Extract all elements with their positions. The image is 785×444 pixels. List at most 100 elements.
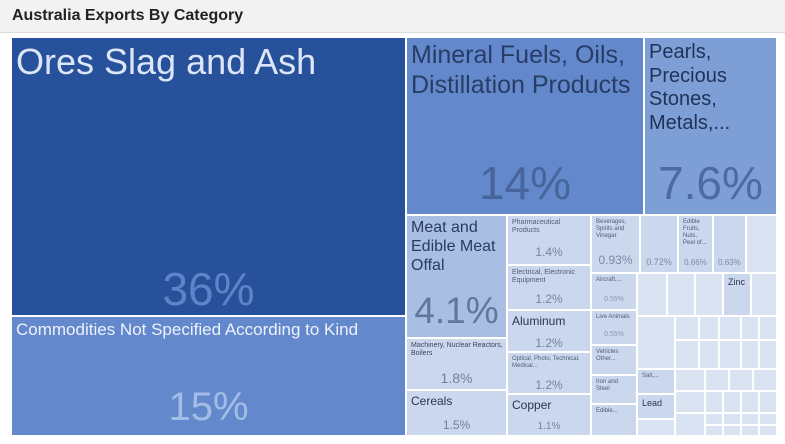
cell-label: Aluminum: [512, 314, 566, 328]
treemap-cell-vehicles-other[interactable]: Vehicles Other...: [591, 345, 637, 375]
treemap-cell-small-31[interactable]: [705, 425, 723, 436]
cell-label: Live Animals: [596, 314, 630, 320]
treemap-cell-small-3[interactable]: [695, 273, 723, 316]
treemap-cell-electrical-electronic-equipment[interactable]: Electrical, Electronic Equipment 1.2%: [507, 265, 591, 310]
treemap-cell-item-15[interactable]: 0.63%: [713, 215, 746, 273]
cell-percent: 0.66%: [684, 258, 707, 267]
cell-label: Cereals: [411, 394, 453, 408]
cell-label: Aircraft,...: [596, 277, 622, 283]
cell-label: Electrical, Electronic Equipment: [512, 269, 576, 285]
treemap-cell-small-13[interactable]: [719, 340, 741, 369]
treemap-cell-edible[interactable]: Edible...: [591, 404, 637, 436]
treemap-cell-small-23[interactable]: [741, 391, 759, 413]
treemap-cell-live-animals[interactable]: Live Animals 0.55%: [591, 310, 637, 345]
treemap-cell-small-11[interactable]: [675, 340, 699, 369]
treemap-cell-small-14[interactable]: [741, 340, 759, 369]
cell-label: Edible Fruits, Nuts, Peel of...: [683, 219, 707, 247]
treemap-cell-edible-fruits-nuts-peel-of[interactable]: Edible Fruits, Nuts, Peel of... 0.66%: [678, 215, 713, 273]
treemap-cell-small-27[interactable]: [705, 413, 723, 425]
treemap-cell-small-34[interactable]: [759, 425, 777, 436]
cell-label: Copper: [512, 398, 552, 412]
treemap-cell-small-33[interactable]: [741, 425, 759, 436]
treemap-cell-small-28[interactable]: [723, 413, 741, 425]
cell-label: Salt,...: [642, 373, 660, 379]
chart-title: Australia Exports By Category: [12, 7, 244, 24]
treemap-cell-small-1[interactable]: [637, 273, 667, 316]
treemap-cell-small-4[interactable]: [751, 273, 777, 316]
treemap-cell-small-21[interactable]: [705, 391, 723, 413]
treemap-cell-lead[interactable]: Lead: [637, 394, 675, 419]
cell-label: Beverages, Spirits and Vinegar: [596, 219, 627, 240]
treemap-cell-salt[interactable]: Salt,...: [637, 369, 675, 394]
treemap-cell-ores-slag-and-ash[interactable]: Ores Slag and Ash 36%: [11, 37, 406, 316]
treemap-cell-small-25[interactable]: [637, 419, 675, 436]
cell-label: Pharmaceutical Products: [512, 219, 561, 235]
treemap-cell-iron-and-steel[interactable]: Iron and Steel: [591, 375, 637, 404]
treemap-cell-small-15[interactable]: [759, 340, 777, 369]
treemap-cell-pearls-precious-stones-metals[interactable]: Pearls, Precious Stones, Metals,... 7.6%: [644, 37, 777, 215]
treemap-cell-mineral-fuels-oils-distillation-products[interactable]: Mineral Fuels, Oils, Distillation Produc…: [406, 37, 644, 215]
cell-percent: 15%: [168, 385, 249, 429]
treemap-cell-commodities-not-specified-according-to-kind[interactable]: Commodities Not Specified According to K…: [11, 316, 406, 436]
treemap-cell-small-24[interactable]: [759, 391, 777, 413]
cell-label: Iron and Steel: [596, 379, 619, 393]
cell-percent: 0.72%: [646, 257, 672, 267]
treemap-cell-small-22[interactable]: [723, 391, 741, 413]
treemap-cell-zinc[interactable]: Zinc: [723, 273, 751, 316]
cell-label: Pearls, Precious Stones, Metals,...: [649, 41, 731, 134]
treemap-cell-pharmaceutical-products[interactable]: Pharmaceutical Products 1.4%: [507, 215, 591, 265]
cell-percent: 0.63%: [718, 258, 741, 267]
treemap-cell-small-30[interactable]: [759, 413, 777, 425]
treemap-cell-small-17[interactable]: [705, 369, 729, 391]
cell-label: Optical, Photo, Technical, Medical...: [512, 356, 580, 370]
treemap-cell-cereals[interactable]: Cereals 1.5%: [406, 390, 507, 436]
treemap-cell-item-13[interactable]: 0.72%: [640, 215, 678, 273]
cell-percent: 14%: [478, 157, 572, 209]
cell-label: Zinc: [728, 277, 746, 287]
treemap-cell-aircraft[interactable]: Aircraft,... 0.55%: [591, 273, 637, 310]
cell-percent: 1.2%: [535, 378, 563, 392]
treemap-cell-small-7[interactable]: [699, 316, 719, 340]
cell-label: Mineral Fuels, Oils, Distillation Produc…: [411, 41, 631, 99]
treemap-cell-small-19[interactable]: [753, 369, 777, 391]
cell-percent: 36%: [162, 263, 255, 315]
cell-label: Meat and Edible Meat Offal: [411, 219, 496, 274]
treemap-cell-small-9[interactable]: [741, 316, 759, 340]
cell-percent: 0.93%: [598, 253, 633, 267]
cell-percent: 1.8%: [440, 370, 473, 386]
treemap-cell-small-10[interactable]: [759, 316, 777, 340]
treemap-cell-optical-photo-technical-medical[interactable]: Optical, Photo, Technical, Medical... 1.2…: [507, 352, 591, 394]
cell-percent: 7.6%: [658, 157, 763, 209]
treemap-cell-beverages-spirits-and-vinegar[interactable]: Beverages, Spirits and Vinegar 0.93%: [591, 215, 640, 273]
cell-label: Edible...: [596, 408, 618, 414]
chart-header: Australia Exports By Category: [0, 0, 785, 33]
treemap-cell-small-26[interactable]: [675, 413, 705, 436]
cell-label: Vehicles Other...: [596, 349, 619, 363]
cell-percent: 1.2%: [535, 292, 563, 306]
treemap-cell-machinery-nuclear-reactors-boilers[interactable]: Machinery, Nuclear Reactors, Boilers 1.8%: [406, 338, 507, 390]
treemap-cell-aluminum[interactable]: Aluminum 1.2%: [507, 310, 591, 352]
cell-percent: 1.1%: [537, 421, 561, 432]
cell-label: Machinery, Nuclear Reactors, Boilers: [411, 342, 503, 358]
treemap-cell-small-29[interactable]: [741, 413, 759, 425]
cell-label: Lead: [642, 398, 663, 408]
treemap-cell-small-12[interactable]: [699, 340, 719, 369]
treemap-cell-small-18[interactable]: [729, 369, 753, 391]
cell-label: Commodities Not Specified According to K…: [16, 320, 359, 339]
treemap-cell-copper[interactable]: Copper 1.1%: [507, 394, 591, 436]
treemap-cell-small-0[interactable]: [746, 215, 777, 273]
cell-percent: 4.1%: [414, 290, 499, 331]
treemap-cell-small-8[interactable]: [719, 316, 741, 340]
cell-label: Ores Slag and Ash: [16, 41, 317, 82]
treemap-cell-small-2[interactable]: [667, 273, 695, 316]
treemap-cell-small-32[interactable]: [723, 425, 741, 436]
cell-percent: 1.4%: [535, 245, 563, 259]
cell-percent: 0.55%: [604, 331, 624, 338]
cell-percent: 1.5%: [442, 418, 471, 432]
cell-percent: 1.2%: [535, 336, 563, 350]
treemap-cell-small-5[interactable]: [637, 316, 675, 369]
treemap-cell-small-6[interactable]: [675, 316, 699, 340]
treemap-cell-small-20[interactable]: [675, 391, 705, 413]
treemap-cell-meat-and-edible-meat-offal[interactable]: Meat and Edible Meat Offal 4.1%: [406, 215, 507, 338]
treemap-cell-small-16[interactable]: [675, 369, 705, 391]
